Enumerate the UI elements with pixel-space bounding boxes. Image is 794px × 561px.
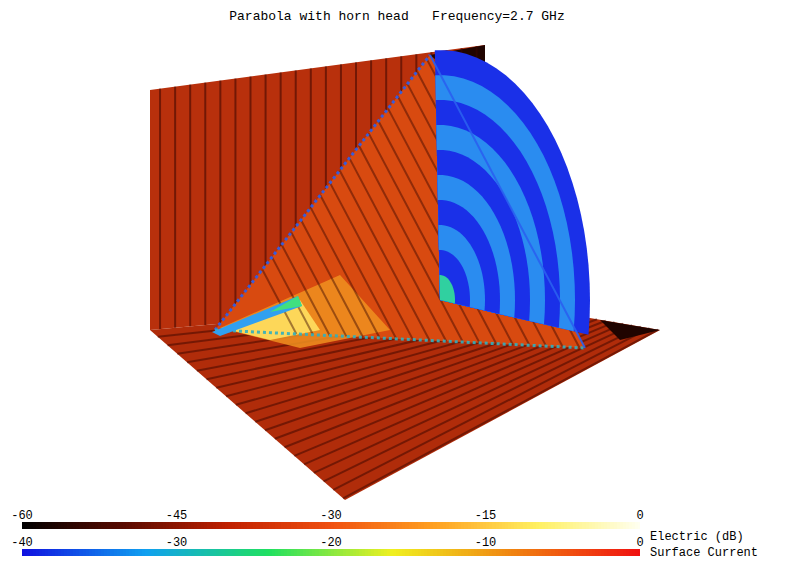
svg-text:Electric (dB): Electric (dB) [650,530,744,544]
svg-text:-30: -30 [166,536,188,550]
svg-text:Surface Current: Surface Current [650,546,758,560]
svg-text:-15: -15 [475,509,497,523]
svg-text:0: 0 [636,509,643,523]
svg-text:-10: -10 [475,536,497,550]
svg-text:-30: -30 [320,509,342,523]
svg-text:-40: -40 [11,536,33,550]
svg-text:-60: -60 [11,509,33,523]
svg-text:-20: -20 [320,536,342,550]
svg-text:-45: -45 [166,509,188,523]
svg-text:Parabola with horn head Freq: Parabola with horn head Frequency=2.7 GH… [229,9,564,24]
svg-text:0: 0 [636,536,643,550]
